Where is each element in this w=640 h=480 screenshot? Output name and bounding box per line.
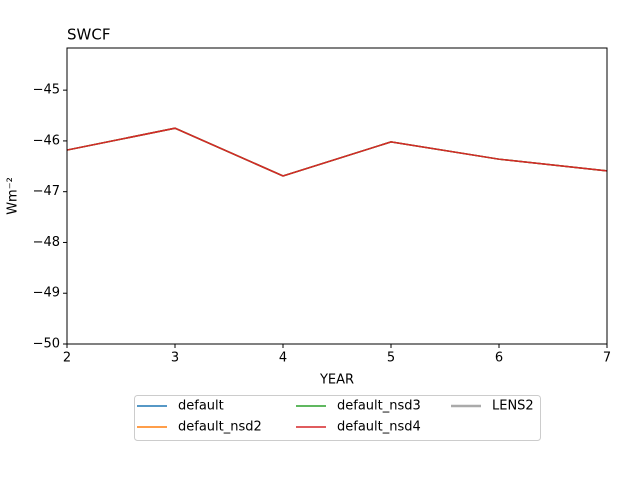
y-axis-label: Wm⁻² [6,177,21,215]
chart-title: SWCF [67,26,110,44]
legend-label: default_nsd4 [337,420,421,435]
y-tick-label: −48 [33,235,60,250]
x-tick-label: 3 [171,351,179,366]
x-axis-label: YEAR [319,373,354,388]
legend-box [134,395,541,441]
series-line [66,127,608,177]
x-tick-label: 5 [387,351,395,366]
series-line [66,127,608,177]
x-tick-label: 4 [279,351,287,366]
plot-frame [66,47,608,345]
y-tick-label: −47 [33,184,60,199]
series-line [66,127,608,177]
x-tick-label: 6 [495,351,503,366]
legend-label: default_nsd2 [178,420,262,435]
series-line [66,127,608,177]
legend-label: LENS2 [492,399,534,414]
legend-label: default_nsd3 [337,399,421,414]
y-tick-label: −50 [33,337,60,352]
y-tick-label: −45 [33,83,60,98]
y-tick-label: −49 [33,286,60,301]
y-tick-label: −46 [33,133,60,148]
legend-label: default [178,399,224,414]
x-tick-label: 7 [603,351,611,366]
x-tick-label: 2 [63,351,71,366]
